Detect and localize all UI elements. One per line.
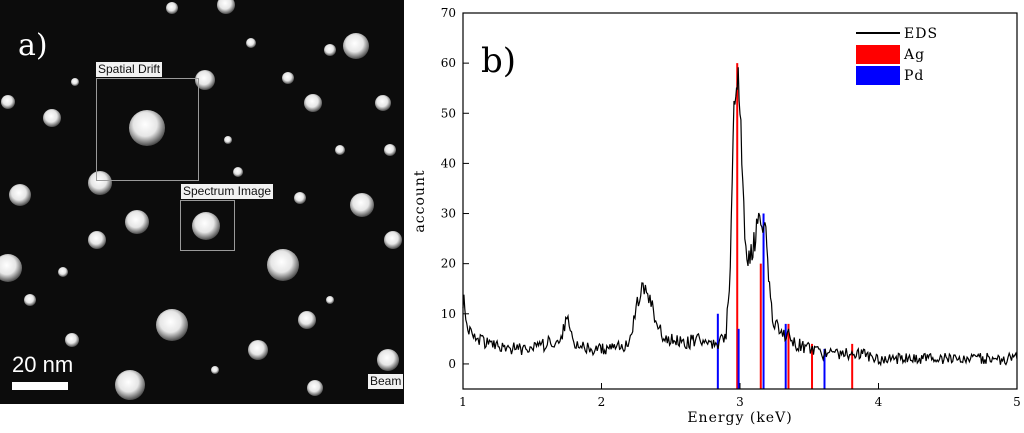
nanoparticle <box>65 333 79 347</box>
nanoparticle <box>326 296 334 304</box>
y-tick-label: 0 <box>448 357 456 371</box>
nanoparticle <box>384 144 396 156</box>
nanoparticle <box>217 0 235 14</box>
spectrum-image-label: Spectrum Image <box>181 184 274 199</box>
y-tick-label: 10 <box>441 307 456 321</box>
nanoparticle <box>195 70 215 90</box>
y-tick-label: 30 <box>441 207 456 221</box>
nanoparticle <box>384 231 402 249</box>
spatial-drift-label: Spatial Drift <box>96 62 163 77</box>
nanoparticle <box>71 78 79 86</box>
y-tick-label: 40 <box>441 156 456 170</box>
legend-label: Ag <box>903 47 925 63</box>
spatial-drift-box <box>96 78 199 181</box>
tem-image <box>0 0 404 404</box>
nanoparticle <box>115 370 145 400</box>
nanoparticle <box>246 38 256 48</box>
eds-spectrum-panel: 1 2 3 4 5 0 10 20 30 40 50 60 70 b) Energy (keV) acc… <box>404 0 1024 429</box>
scale-bar <box>12 382 68 390</box>
beam-label: Beam <box>368 374 404 389</box>
y-tick-label: 20 <box>441 257 456 271</box>
nanoparticle <box>304 94 322 112</box>
legend: EDS Ag Pd <box>856 26 938 85</box>
nanoparticle <box>298 311 316 329</box>
legend-swatch <box>856 45 900 64</box>
x-tick-label: 2 <box>598 395 606 409</box>
nanoparticle <box>233 167 243 177</box>
nanoparticle <box>343 33 369 59</box>
nanoparticle <box>58 267 68 277</box>
y-tick-label: 70 <box>441 6 456 20</box>
nanoparticle <box>224 136 232 144</box>
nanoparticle <box>1 95 15 109</box>
panel-a-letter: a) <box>18 28 48 63</box>
nanoparticle <box>375 95 391 111</box>
nanoparticle <box>43 109 61 127</box>
spectrum-image-box <box>180 200 235 251</box>
nanoparticle <box>24 294 36 306</box>
nanoparticle <box>267 249 299 281</box>
y-tick-label: 60 <box>441 56 456 70</box>
legend-label: EDS <box>904 26 938 42</box>
nanoparticle <box>350 193 374 217</box>
y-tick-label: 50 <box>441 106 456 120</box>
scale-bar-label: 20 nm <box>12 352 74 377</box>
panel-b-letter: b) <box>481 41 516 81</box>
nanoparticle <box>324 44 336 56</box>
x-tick-label: 4 <box>875 395 883 409</box>
nanoparticle <box>166 2 178 14</box>
nanoparticle <box>9 184 31 206</box>
nanoparticle <box>377 349 399 371</box>
nanoparticle <box>125 210 149 234</box>
nanoparticle <box>294 192 306 204</box>
series-line-eds <box>462 67 1018 367</box>
nanoparticle <box>335 145 345 155</box>
series-layer <box>462 67 1018 367</box>
nanoparticle <box>156 309 188 341</box>
x-tick-label: 5 <box>1013 395 1021 409</box>
nanoparticle <box>248 340 268 360</box>
x-tick-label: 1 <box>459 395 467 409</box>
nanoparticle <box>192 212 220 240</box>
legend-swatch <box>856 66 900 85</box>
nanoparticle <box>282 72 294 84</box>
x-axis-label: Energy (keV) <box>687 410 792 426</box>
plot-frame <box>462 12 1018 390</box>
nanoparticle <box>211 366 219 374</box>
nanoparticle <box>307 380 323 396</box>
nanoparticle <box>0 254 22 282</box>
tem-image-panel: a) Spatial Drift Spectrum Image Beam 20 … <box>0 0 404 404</box>
x-tick-label: 3 <box>736 395 744 409</box>
legend-label: Pd <box>904 68 924 84</box>
y-axis-label: account <box>412 169 428 232</box>
nanoparticle <box>88 171 112 195</box>
nanoparticle <box>129 110 165 146</box>
nanoparticle <box>88 231 106 249</box>
